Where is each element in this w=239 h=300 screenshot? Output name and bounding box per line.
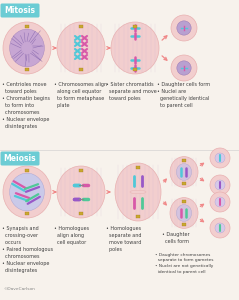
Text: • Sister chromatids
  separate and move
  toward poles: • Sister chromatids separate and move to… (106, 82, 157, 101)
Ellipse shape (171, 55, 197, 81)
Ellipse shape (176, 205, 192, 221)
Ellipse shape (115, 163, 161, 221)
Text: • Homologues
  separate and
  move toward
  poles: • Homologues separate and move toward po… (106, 226, 141, 252)
Ellipse shape (210, 218, 230, 238)
Bar (136, 215, 140, 218)
Ellipse shape (210, 192, 230, 212)
Ellipse shape (3, 22, 51, 74)
FancyBboxPatch shape (0, 152, 39, 166)
Text: • Daughter
  cells form: • Daughter cells form (162, 232, 190, 244)
Ellipse shape (176, 164, 192, 180)
Ellipse shape (170, 198, 198, 228)
Text: • Synapsis and
  crossing-over
  occurs
• Paired homologous
  chromosomes
• Nucl: • Synapsis and crossing-over occurs • Pa… (2, 226, 53, 273)
Ellipse shape (130, 190, 146, 194)
Ellipse shape (170, 157, 198, 188)
Bar (182, 200, 186, 203)
Ellipse shape (215, 197, 225, 207)
Ellipse shape (177, 61, 191, 75)
Ellipse shape (57, 22, 105, 74)
Text: Mitosis: Mitosis (5, 6, 36, 15)
Bar (25, 68, 29, 71)
Ellipse shape (215, 153, 225, 163)
Ellipse shape (57, 166, 105, 218)
Bar (182, 182, 186, 185)
Text: • Daughter chromosomes
  separate to form gametes
• Nuclei are not genetically
 : • Daughter chromosomes separate to form … (155, 253, 213, 274)
Bar (25, 212, 29, 215)
Bar (133, 25, 137, 28)
Bar (79, 68, 83, 71)
Bar (136, 166, 140, 169)
Bar (182, 223, 186, 226)
Ellipse shape (171, 15, 197, 41)
Ellipse shape (10, 173, 44, 211)
Ellipse shape (177, 21, 191, 35)
Ellipse shape (3, 166, 51, 218)
Text: ©DaveCarlson: ©DaveCarlson (3, 287, 35, 291)
Ellipse shape (215, 223, 225, 233)
Text: • Homologues
  align along
  cell equator: • Homologues align along cell equator (54, 226, 89, 245)
Ellipse shape (10, 29, 44, 67)
Text: • Daughter cells form
• Nuclei are
  genetically identical
  to parent cell: • Daughter cells form • Nuclei are genet… (157, 82, 210, 108)
Bar (25, 25, 29, 28)
Bar (25, 169, 29, 172)
Ellipse shape (210, 175, 230, 195)
Ellipse shape (111, 22, 159, 74)
Text: • Centrioles move
  toward poles
• Chromatin begins
  to form into
  chromosomes: • Centrioles move toward poles • Chromat… (2, 82, 50, 129)
Bar (182, 159, 186, 162)
Bar (133, 68, 137, 71)
FancyBboxPatch shape (0, 4, 39, 17)
Ellipse shape (215, 180, 225, 190)
Ellipse shape (210, 148, 230, 168)
Bar (79, 212, 83, 215)
Bar (79, 169, 83, 172)
Bar (79, 25, 83, 28)
Text: • Chromosomes align
  along cell equator
  to form metaphase
  plate: • Chromosomes align along cell equator t… (54, 82, 107, 108)
Text: Meiosis: Meiosis (4, 154, 36, 163)
